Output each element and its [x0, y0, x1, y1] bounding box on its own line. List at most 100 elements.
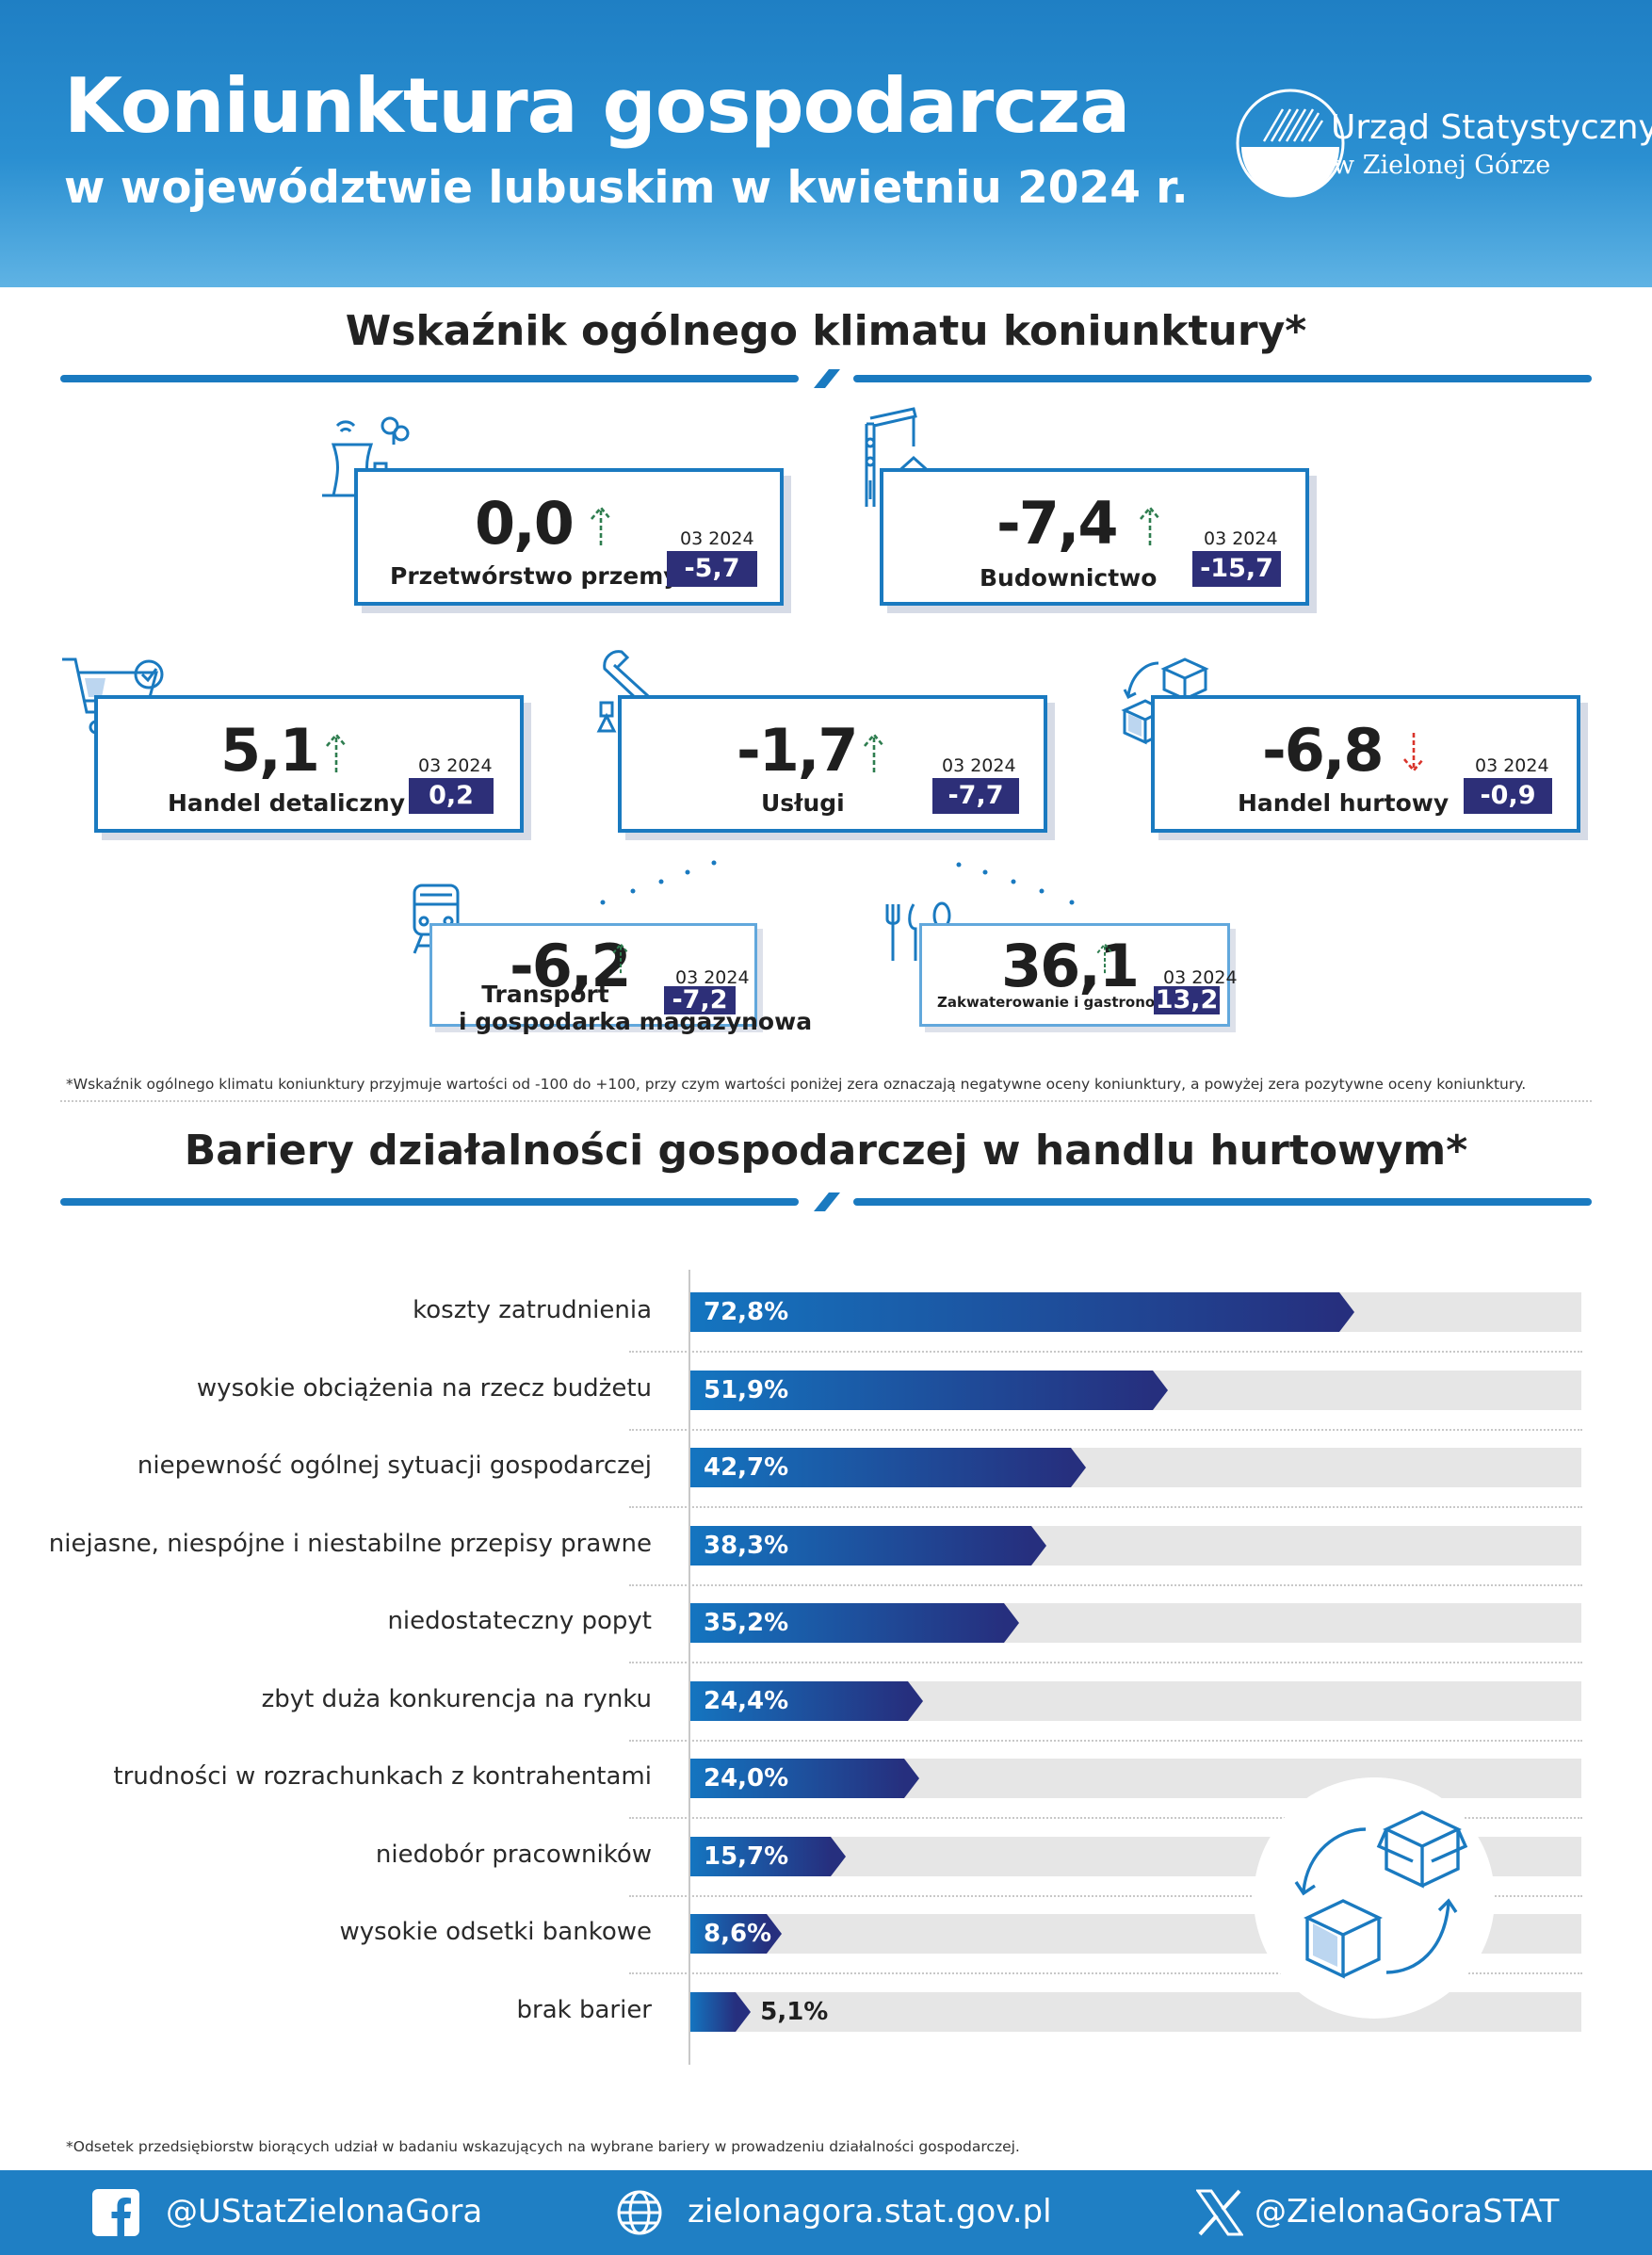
bar-tip	[1152, 1370, 1168, 1410]
bar-category-label: koszty zatrudnienia	[413, 1296, 652, 1324]
previous-period-label: 03 2024	[680, 528, 754, 549]
bar	[690, 1525, 1032, 1566]
bar-tip	[767, 1914, 783, 1954]
arrow-up-icon	[864, 732, 884, 772]
page-title: Koniunktura gospodarcza	[64, 62, 1130, 150]
facebook-icon[interactable]	[92, 2189, 139, 2236]
previous-period-label: 03 2024	[1475, 755, 1549, 776]
bar	[690, 1836, 831, 1876]
previous-value-badge: 0,2	[409, 778, 494, 814]
indicator-value: 0,0	[475, 489, 575, 558]
x-logo-icon[interactable]	[1196, 2189, 1243, 2236]
indicator-value: -7,4	[996, 489, 1119, 558]
bar-value-label: 35,2%	[704, 1609, 789, 1637]
indicator-footnote: *Wskaźnik ogólnego klimatu koniunktury p…	[66, 1076, 1527, 1093]
org-city: w Zielonej Górze	[1333, 151, 1551, 180]
arrow-up-icon	[1096, 942, 1113, 974]
boxes-cycle-illustration	[1254, 1777, 1495, 2019]
bar-tip	[1031, 1525, 1047, 1566]
bar-value-label: 24,0%	[704, 1764, 789, 1793]
bar-value-label: 42,7%	[704, 1453, 789, 1482]
bar-category-label: wysokie odsetki bankowe	[339, 1918, 652, 1946]
row-separator	[629, 1662, 1582, 1663]
indicator-label: Handel detaliczny	[168, 789, 405, 817]
indicator-card-transport: -6,2 Transport i gospodarka magazynowa 0…	[429, 923, 812, 1035]
indicator-card-wholesale: -6,8 Handel hurtowy 03 2024 -0,9	[1151, 695, 1580, 833]
bar-tip	[736, 1991, 752, 2032]
indicator-label: Zakwaterowanie i gastronomia	[937, 994, 1185, 1011]
bar-tip	[1070, 1448, 1086, 1487]
indicator-label-line2: i gospodarka magazynowa	[459, 1008, 813, 1035]
dotted-separator	[60, 1100, 1592, 1102]
bar-tip	[1003, 1603, 1019, 1643]
bar-category-label: niedostateczny popyt	[387, 1607, 652, 1635]
bar-value-label: 8,6%	[704, 1920, 772, 1948]
x-link[interactable]: @ZielonaGoraSTAT	[1255, 2193, 1560, 2231]
bar	[690, 1448, 1071, 1487]
chart-axis-line	[688, 1270, 690, 2065]
bar	[690, 1680, 908, 1721]
indicator-card-retail: 5,1 Handel detaliczny 03 2024 0,2	[94, 695, 524, 833]
previous-period-label: 03 2024	[418, 755, 493, 776]
indicator-label: Usługi	[761, 789, 845, 817]
indicator-value: -6,2	[510, 932, 632, 1000]
previous-value-badge: 13,2	[1154, 985, 1220, 1014]
row-separator	[629, 1972, 1582, 1974]
bar-tip	[1338, 1292, 1354, 1332]
row-separator	[629, 1817, 1582, 1819]
previous-value-badge: -5,7	[667, 551, 757, 587]
decorative-dots	[956, 862, 1075, 905]
bar	[690, 1914, 768, 1954]
bar-category-label: niepewność ogólnej sytuacji gospodarczej	[137, 1452, 652, 1480]
previous-value-badge: -0,9	[1464, 778, 1552, 814]
website-link[interactable]: zielonagora.stat.gov.pl	[688, 2193, 1052, 2231]
footer: @UStatZielonaGora zielonagora.stat.gov.p…	[0, 2170, 1652, 2255]
bar-value-label: 15,7%	[704, 1841, 789, 1871]
bar-category-label: niedobór pracowników	[375, 1840, 652, 1869]
arrow-down-icon	[1403, 733, 1424, 773]
page-subtitle: w województwie lubuskim w kwietniu 2024 …	[64, 162, 1189, 214]
header-banner: Koniunktura gospodarcza w województwie l…	[0, 0, 1652, 287]
section-divider	[60, 369, 1592, 388]
bar	[690, 1370, 1153, 1410]
bar-value-label: 24,4%	[704, 1686, 789, 1715]
decorative-dots	[600, 860, 717, 905]
bar-value-label: 5,1%	[760, 1997, 829, 2026]
indicator-card-construction: -7,4 Budownictwo 03 2024 -15,7	[880, 468, 1309, 606]
row-separator	[629, 1739, 1582, 1742]
previous-period-label: 03 2024	[942, 755, 1016, 776]
bar	[690, 1603, 1004, 1643]
previous-period-label: 03 2024	[675, 967, 750, 988]
indicator-card-services: -1,7 Usługi 03 2024 -7,7	[618, 695, 1047, 833]
row-separator	[629, 1506, 1582, 1508]
row-separator	[629, 1351, 1582, 1353]
bar-value-label: 38,3%	[704, 1531, 789, 1560]
indicator-value: -6,8	[1262, 716, 1385, 785]
indicator-label: Handel hurtowy	[1238, 789, 1450, 817]
bar	[690, 1759, 905, 1798]
row-separator	[629, 1894, 1582, 1897]
indicator-value: 5,1	[220, 716, 320, 785]
indicator-value: -1,7	[737, 716, 859, 785]
indicator-value: 36,1	[1001, 932, 1140, 1000]
bar-category-label: niejasne, niespójne i niestabilne przepi…	[48, 1529, 652, 1558]
previous-value-badge: -15,7	[1192, 551, 1281, 587]
indicator-label: Budownictwo	[980, 564, 1158, 592]
arrow-up-icon	[326, 732, 347, 772]
bar-category-label: wysokie obciążenia na rzecz budżetu	[196, 1373, 652, 1403]
bar	[690, 1991, 737, 2032]
previous-value-badge: -7,7	[932, 778, 1019, 814]
previous-period-label: 03 2024	[1163, 967, 1238, 988]
statistics-office-logo	[1236, 89, 1345, 198]
facebook-link[interactable]: @UStatZielonaGora	[166, 2193, 483, 2231]
bar-tip	[830, 1836, 846, 1876]
arrow-up-icon	[1140, 505, 1160, 545]
cutlery-icon	[885, 901, 951, 961]
barriers-section-title: Bariery działalności gospodarczej w hand…	[184, 1127, 1468, 1175]
bar-tip	[907, 1680, 923, 1721]
arrow-up-icon	[612, 942, 629, 974]
bar-category-label: trudności w rozrachunkach z kontrahentam…	[113, 1762, 652, 1791]
org-name: Urząd Statystyczny	[1331, 108, 1652, 147]
indicator-label-line1: Transport	[481, 981, 609, 1008]
bar-value-label: 51,9%	[704, 1375, 789, 1404]
